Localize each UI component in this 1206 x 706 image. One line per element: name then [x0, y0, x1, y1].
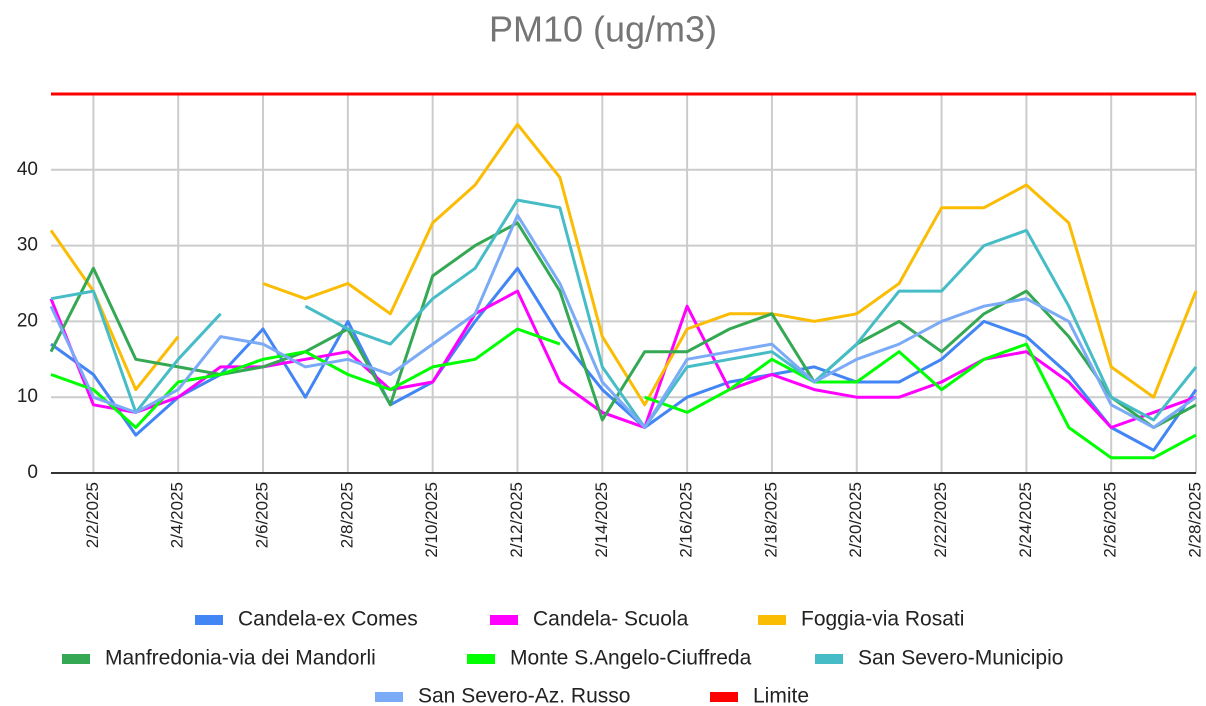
x-tick-label: 2/12/2025: [507, 482, 526, 558]
legend-swatch: [467, 654, 495, 664]
legend-swatch: [195, 615, 223, 625]
legend-swatch: [62, 654, 90, 664]
x-tick-label: 2/22/2025: [931, 482, 950, 558]
legend-label: Foggia-via Rosati: [801, 608, 964, 631]
x-tick-label: 2/18/2025: [761, 482, 780, 558]
y-tick-label: 0: [27, 462, 38, 483]
x-tick-label: 2/16/2025: [677, 482, 696, 558]
x-tick-label: 2/20/2025: [846, 482, 865, 558]
x-tick-label: 2/14/2025: [592, 482, 611, 558]
legend-swatch: [710, 692, 738, 702]
legend-label: Candela- Scuola: [533, 608, 689, 631]
legend-label: San Severo-Municipio: [858, 647, 1063, 670]
series-line: [50, 266, 1198, 452]
series-line: [50, 327, 1197, 460]
x-tick-label: 2/4/2025: [168, 482, 187, 548]
legend-swatch: [490, 615, 518, 625]
legend-label: Limite: [753, 685, 809, 706]
legend-label: Monte S.Angelo-Ciuffreda: [510, 647, 752, 670]
x-tick-label: 2/28/2025: [1185, 482, 1204, 558]
y-tick-label: 40: [17, 159, 38, 180]
x-tick-label: 2/26/2025: [1101, 482, 1120, 558]
y-tick-label: 30: [17, 235, 38, 256]
legend-swatch: [375, 692, 403, 702]
legend-label: San Severo-Az. Russo: [418, 685, 630, 706]
legend-label: Candela-ex Comes: [238, 608, 418, 631]
legend-label: Manfredonia-via dei Mandorli: [105, 647, 376, 670]
x-tick-label: 2/2/2025: [83, 482, 102, 548]
legend-swatch: [815, 654, 843, 664]
series-line: [49, 213, 1197, 429]
legend-swatch: [758, 615, 786, 625]
series-line: [50, 198, 1198, 429]
y-tick-label: 10: [17, 386, 38, 407]
y-tick-label: 20: [17, 310, 38, 331]
series-line: [49, 122, 1198, 407]
x-tick-label: 2/6/2025: [253, 482, 272, 548]
x-tick-label: 2/8/2025: [337, 482, 356, 548]
x-tick-label: 2/10/2025: [422, 482, 441, 558]
x-tick-label: 2/24/2025: [1016, 482, 1035, 558]
chart-title: PM10 (ug/m3): [489, 9, 717, 50]
